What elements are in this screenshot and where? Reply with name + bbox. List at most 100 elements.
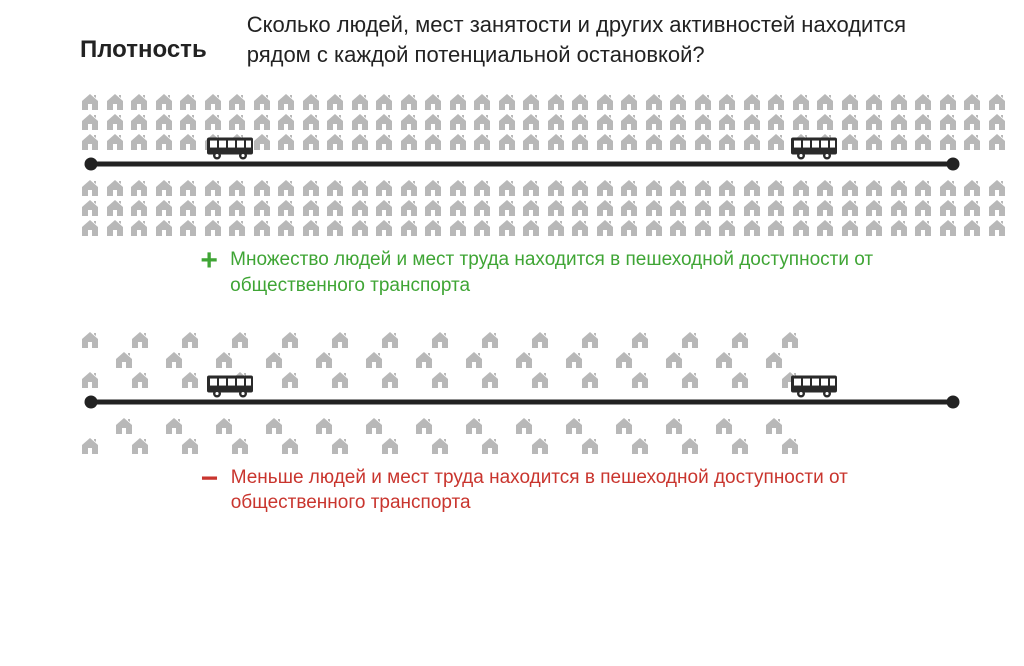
house-icon	[280, 437, 300, 455]
house-icon	[938, 93, 958, 111]
house-icon	[730, 331, 750, 349]
house-icon	[564, 351, 584, 369]
house-icon	[130, 331, 150, 349]
house-icon	[178, 113, 198, 131]
house-icon	[680, 331, 700, 349]
bus-icon	[206, 372, 254, 398]
house-icon	[448, 179, 468, 197]
house-icon	[80, 113, 100, 131]
house-icon	[913, 93, 933, 111]
house-icon	[497, 219, 517, 237]
house-icon	[742, 179, 762, 197]
house-icon	[717, 179, 737, 197]
house-icon	[530, 437, 550, 455]
houses-row	[80, 91, 964, 111]
house-icon	[154, 199, 174, 217]
house-icon	[780, 437, 800, 455]
houses-row	[80, 197, 964, 217]
house-icon	[644, 113, 664, 131]
house-icon	[714, 351, 734, 369]
scene-sparse	[80, 329, 964, 455]
house-icon	[764, 417, 784, 435]
house-icon	[546, 199, 566, 217]
house-icon	[889, 133, 909, 151]
house-icon	[987, 113, 1007, 131]
house-icon	[546, 219, 566, 237]
house-icon	[668, 219, 688, 237]
house-icon	[595, 133, 615, 151]
house-icon	[374, 133, 394, 151]
house-icon	[962, 133, 982, 151]
house-icon	[614, 417, 634, 435]
house-icon	[664, 417, 684, 435]
house-icon	[546, 93, 566, 111]
house-icon	[464, 351, 484, 369]
house-icon	[791, 179, 811, 197]
house-icon	[815, 113, 835, 131]
house-icon	[619, 199, 639, 217]
house-icon	[791, 113, 811, 131]
house-icon	[350, 93, 370, 111]
house-icon	[472, 219, 492, 237]
house-icon	[114, 417, 134, 435]
house-icon	[301, 179, 321, 197]
house-icon	[521, 93, 541, 111]
house-icon	[178, 219, 198, 237]
house-icon	[766, 93, 786, 111]
house-icon	[252, 113, 272, 131]
house-icon	[154, 93, 174, 111]
house-icon	[595, 199, 615, 217]
house-icon	[399, 199, 419, 217]
house-icon	[717, 133, 737, 151]
house-icon	[105, 199, 125, 217]
house-icon	[230, 331, 250, 349]
house-icon	[730, 437, 750, 455]
house-icon	[330, 331, 350, 349]
house-icon	[580, 371, 600, 389]
house-icon	[350, 179, 370, 197]
house-icon	[962, 93, 982, 111]
house-icon	[214, 417, 234, 435]
house-icon	[80, 133, 100, 151]
house-icon	[764, 351, 784, 369]
house-icon	[464, 417, 484, 435]
house-icon	[987, 219, 1007, 237]
house-icon	[80, 179, 100, 197]
house-icon	[80, 331, 100, 349]
house-icon	[668, 199, 688, 217]
house-icon	[80, 199, 100, 217]
house-icon	[423, 199, 443, 217]
caption-positive: + Множество людей и мест труда находится…	[80, 247, 964, 298]
house-icon	[668, 179, 688, 197]
house-icon	[105, 179, 125, 197]
house-icon	[423, 219, 443, 237]
house-icon	[913, 113, 933, 131]
page-question: Сколько людей, мест занятости и других а…	[247, 10, 964, 69]
house-icon	[114, 351, 134, 369]
houses-row	[80, 111, 964, 131]
house-icon	[203, 219, 223, 237]
transit-route	[80, 153, 964, 175]
house-icon	[840, 219, 860, 237]
house-icon	[80, 437, 100, 455]
house-icon	[252, 93, 272, 111]
house-icon	[693, 179, 713, 197]
house-icon	[630, 371, 650, 389]
house-icon	[497, 93, 517, 111]
house-icon	[129, 179, 149, 197]
house-icon	[840, 179, 860, 197]
houses-row	[80, 435, 964, 455]
house-icon	[203, 179, 223, 197]
house-icon	[570, 113, 590, 131]
house-icon	[791, 199, 811, 217]
house-icon	[619, 113, 639, 131]
houses-row	[80, 217, 964, 237]
house-icon	[962, 199, 982, 217]
house-icon	[864, 219, 884, 237]
house-icon	[129, 113, 149, 131]
houses-row	[80, 329, 964, 349]
house-icon	[252, 179, 272, 197]
house-icon	[129, 219, 149, 237]
house-icon	[129, 199, 149, 217]
house-icon	[742, 93, 762, 111]
